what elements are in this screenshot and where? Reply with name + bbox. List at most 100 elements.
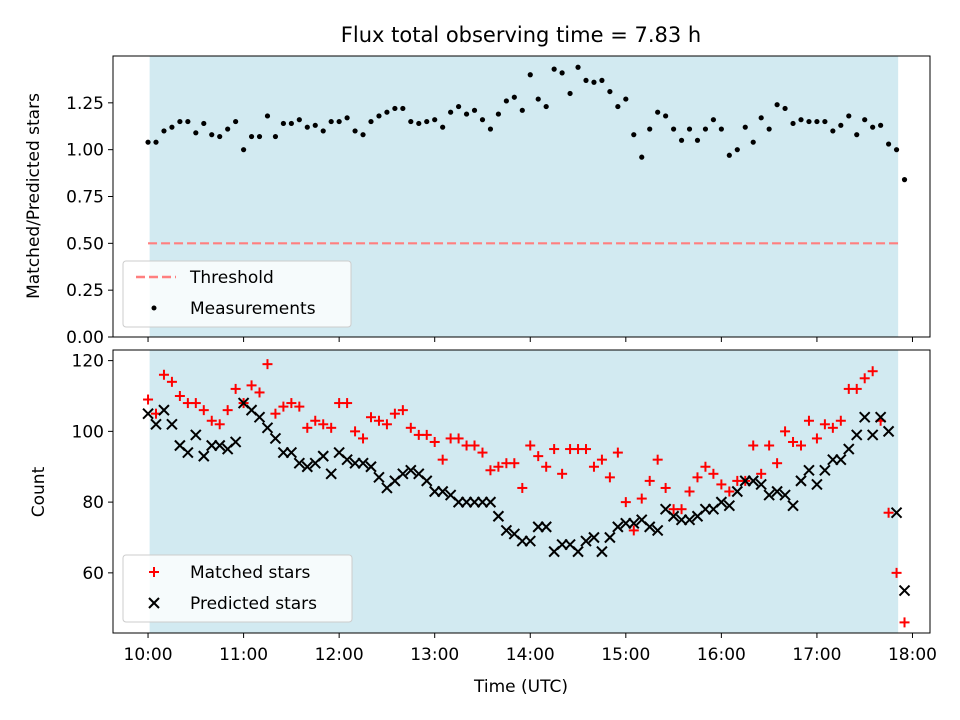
- matched-star-point: [509, 458, 520, 469]
- measurement-point: [862, 117, 868, 123]
- predicted-star-point: [285, 446, 298, 459]
- matched-star-point: [397, 405, 408, 416]
- measurement-point: [742, 124, 748, 130]
- bottom-x-tick-label: 12:00: [315, 645, 364, 665]
- predicted-star-point: [580, 535, 592, 547]
- top-y-tick-label: 0.75: [66, 188, 104, 208]
- predicted-star-point: [253, 411, 266, 423]
- predicted-star-point: [787, 499, 799, 512]
- measurement-point: [233, 118, 239, 125]
- predicted-star-point: [866, 429, 879, 441]
- measurement-point: [280, 120, 287, 127]
- measurement-point: [440, 124, 446, 130]
- measurement-point: [145, 139, 151, 145]
- bottom-y-tick-label: 60: [82, 564, 104, 584]
- matched-star-point: [756, 468, 767, 479]
- measurement-point: [559, 70, 565, 76]
- predicted-star-point: [882, 425, 895, 438]
- bottom-x-tick-label: 14:00: [506, 645, 555, 665]
- predicted-star-point: [198, 450, 210, 462]
- predicted-star-point: [843, 443, 855, 455]
- bottom-legend: Matched stars Predicted stars: [122, 554, 353, 623]
- measurement-point: [185, 118, 191, 125]
- predicted-star-point: [317, 450, 329, 462]
- measurement-point: [153, 139, 159, 145]
- legend-measurements-swatch: [151, 305, 157, 311]
- measurement-point: [854, 132, 860, 138]
- measurement-point: [702, 126, 709, 132]
- predicted-star-point: [357, 457, 369, 469]
- top-y-axis-label: Matched/Predicted stars: [24, 93, 44, 299]
- predicted-star-point: [436, 485, 449, 498]
- measurement-point: [169, 124, 175, 130]
- matched-star-point: [660, 482, 671, 493]
- predicted-star-point: [261, 422, 274, 434]
- measurement-point: [726, 152, 732, 158]
- top-y-tick-label: 0.50: [66, 234, 104, 254]
- predicted-star-point: [588, 531, 600, 544]
- measurement-point: [511, 94, 517, 100]
- measurement-point: [217, 133, 223, 140]
- predicted-star-point: [890, 507, 903, 519]
- matched-star-point: [780, 426, 791, 437]
- matched-star-point: [835, 415, 846, 426]
- matched-star-point: [819, 419, 830, 430]
- measurement-point: [336, 118, 342, 125]
- measurement-point: [535, 96, 541, 102]
- measurement-point: [734, 147, 740, 153]
- predicted-star-point: [667, 510, 680, 522]
- predicted-star-point: [795, 475, 807, 487]
- top-y-tick-label: 0.25: [66, 281, 104, 301]
- predicted-star-point: [500, 524, 513, 537]
- matched-star-point: [581, 444, 591, 455]
- legend-plus-marker: [149, 567, 159, 577]
- measurement-point: [304, 124, 310, 130]
- measurement-point: [416, 120, 422, 127]
- matched-star-point: [254, 387, 265, 398]
- measurement-point: [591, 79, 597, 85]
- measurement-point: [790, 120, 796, 127]
- matched-star-point: [206, 415, 217, 426]
- measurement-point: [631, 132, 637, 138]
- measurement-point: [575, 64, 581, 70]
- predicted-star-point: [213, 439, 226, 452]
- matched-star-point: [222, 405, 233, 416]
- predicted-star-point: [166, 418, 178, 430]
- predicted-star-point: [819, 464, 831, 476]
- measurement-point: [678, 137, 685, 143]
- measurement-point: [344, 115, 350, 121]
- top-legend-box: [122, 260, 352, 328]
- matched-star-point: [246, 380, 257, 391]
- predicted-star-point: [158, 404, 170, 416]
- measurement-point: [209, 132, 215, 138]
- predicted-star-point: [373, 471, 385, 484]
- matched-star-point: [381, 419, 392, 430]
- measurement-point: [814, 118, 820, 125]
- measurement-point: [448, 109, 454, 115]
- bottom-plot-area: [142, 359, 911, 628]
- predicted-star-point: [771, 485, 783, 498]
- matched-star-point: [692, 472, 703, 483]
- matched-star-point: [827, 422, 838, 433]
- measurement-point: [471, 107, 478, 113]
- matched-star-point: [867, 366, 878, 377]
- measurement-point: [623, 96, 629, 102]
- legend-threshold-label: Threshold: [189, 268, 274, 288]
- measurement-point: [400, 105, 406, 112]
- measurement-point: [376, 113, 382, 119]
- predicted-star-point: [397, 468, 409, 480]
- matched-star-point: [549, 444, 560, 455]
- predicted-star-point: [182, 446, 194, 459]
- measurement-point: [240, 147, 247, 153]
- top-x-tick-marks: [147, 337, 913, 342]
- measurement-point: [782, 105, 788, 112]
- measurement-point: [567, 90, 573, 97]
- predicted-star-point: [651, 524, 664, 537]
- bottom-x-axis: 10:00 11:00 12:00 13:00 14:00 15:00 16:00 17:00…: [124, 633, 937, 665]
- predicted-star-point: [858, 411, 871, 423]
- measurement-point: [161, 128, 167, 134]
- matched-star-point: [429, 436, 440, 447]
- top-plot-area: [145, 64, 908, 245]
- matched-star-point: [596, 454, 607, 465]
- matched-star-point: [891, 567, 902, 578]
